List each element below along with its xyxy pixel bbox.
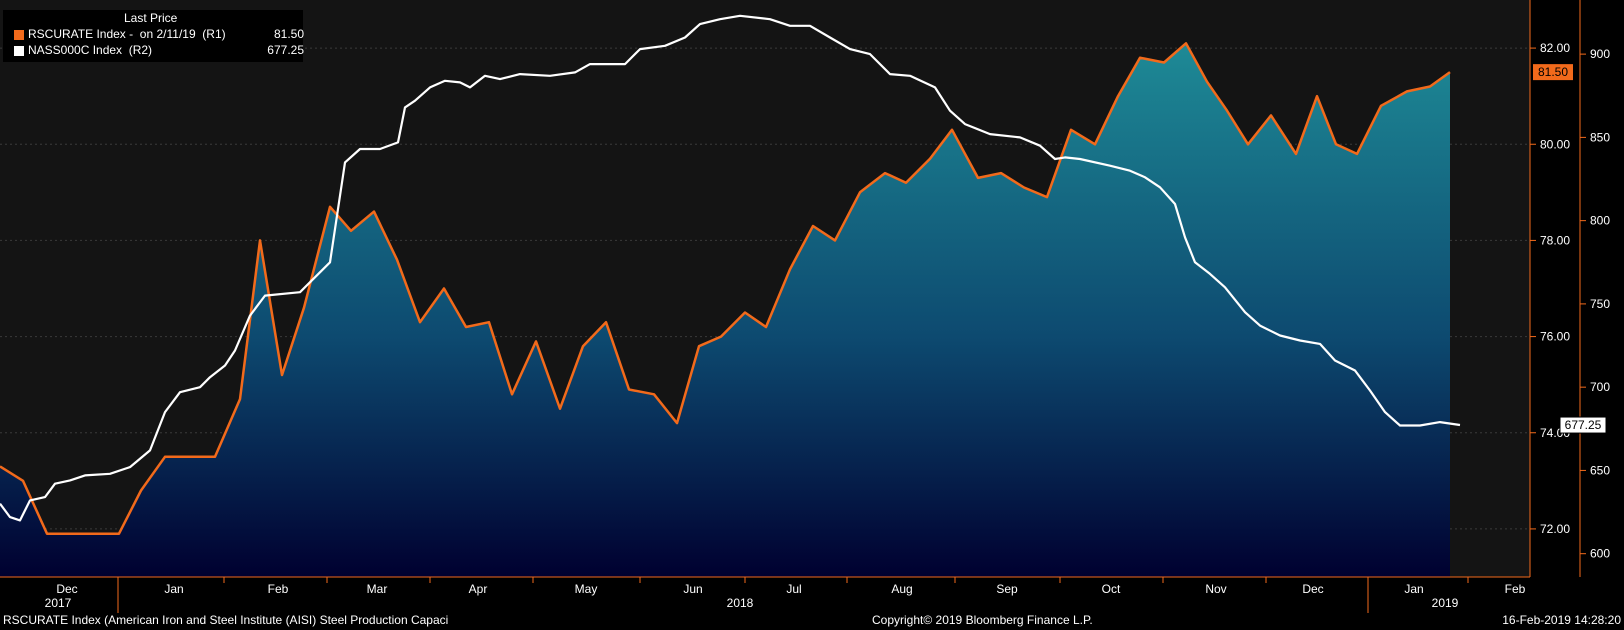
last-value-label-r2: 677.25 xyxy=(1565,418,1602,432)
rscurate-area-fill xyxy=(0,43,1450,578)
legend-swatch-nass000c xyxy=(14,46,24,56)
x-tick-label-month: May xyxy=(575,582,598,596)
last-value-labels: 81.50 677.25 xyxy=(1533,64,1607,434)
r1-tick-label: 80.00 xyxy=(1540,137,1570,151)
legend-label-rscurate: RSCURATE Index - on 2/11/19 (R1) xyxy=(28,27,226,41)
x-tick-label-month: Feb xyxy=(1505,582,1526,596)
footer-copyright: Copyright© 2019 Bloomberg Finance L.P. xyxy=(872,613,1093,627)
footer-description: RSCURATE Index (American Iron and Steel … xyxy=(3,613,449,627)
legend: Last Price RSCURATE Index - on 2/11/19 (… xyxy=(3,10,304,62)
x-tick-label-month: Jan xyxy=(164,582,183,596)
last-value-badge-r2 xyxy=(1559,416,1607,434)
x-tick-label-month: Nov xyxy=(1205,582,1226,596)
legend-label-nass000c: NASS000C Index (R2) xyxy=(28,43,153,57)
legend-header: Last Price xyxy=(124,11,178,25)
r1-tick-label: 72.00 xyxy=(1540,522,1570,536)
legend-swatch-rscurate xyxy=(14,30,24,40)
legend-row-nass000c: NASS000C Index (R2) 677.25 xyxy=(14,43,304,58)
r2-tick-label: 600 xyxy=(1590,547,1610,561)
x-tick-label-month: Oct xyxy=(1102,582,1121,596)
r1-tick-label: 76.00 xyxy=(1540,330,1570,344)
x-tick-label-year: 2018 xyxy=(727,596,754,610)
x-tick-label-month: Apr xyxy=(469,582,488,596)
x-tick-label-month: Jan xyxy=(1404,582,1423,596)
r2-tick-label: 850 xyxy=(1590,130,1610,144)
x-tick-label-year: 2017 xyxy=(45,596,72,610)
x-tick-label-month: Dec xyxy=(56,582,77,596)
x-tick-label-month: Aug xyxy=(891,582,912,596)
x-tick-label-month: Sep xyxy=(996,582,1018,596)
legend-value-rscurate: 81.50 xyxy=(273,27,304,41)
legend-value-nass000c: 677.25 xyxy=(267,43,304,57)
r2-tick-label: 800 xyxy=(1590,214,1610,228)
axes-frame xyxy=(0,0,1531,578)
x-tick-label-month: Dec xyxy=(1302,582,1323,596)
legend-row-rscurate: RSCURATE Index - on 2/11/19 (R1) 81.50 xyxy=(14,27,304,42)
x-tick-label-month: Feb xyxy=(268,582,289,596)
x-tick-label-month: Jun xyxy=(683,582,702,596)
right-axis-2-ticks: 600 650 700 750 800 850 900 xyxy=(1579,0,1610,577)
r2-tick-label: 900 xyxy=(1590,47,1610,61)
x-axis-ticks: Dec Jan Feb Mar Apr May Jun Jul Aug Sep Oct Nov Dec J… xyxy=(45,577,1526,613)
r2-tick-label: 650 xyxy=(1590,463,1610,477)
footer-timestamp: 16-Feb-2019 14:28:20 xyxy=(1502,613,1621,627)
last-value-label-r1: 81.50 xyxy=(1538,65,1568,79)
x-tick-label-year: 2019 xyxy=(1432,596,1459,610)
r1-tick-label: 82.00 xyxy=(1540,41,1570,55)
r2-tick-label: 750 xyxy=(1590,297,1610,311)
nass000c-line xyxy=(0,14,1461,522)
r2-tick-label: 700 xyxy=(1590,380,1610,394)
r1-tick-label: 78.00 xyxy=(1540,233,1570,247)
x-tick-label-month: Jul xyxy=(786,582,801,596)
x-tick-label-month: Mar xyxy=(367,582,388,596)
rscurate-line xyxy=(0,42,1451,535)
last-value-badge-r1 xyxy=(1533,64,1573,81)
